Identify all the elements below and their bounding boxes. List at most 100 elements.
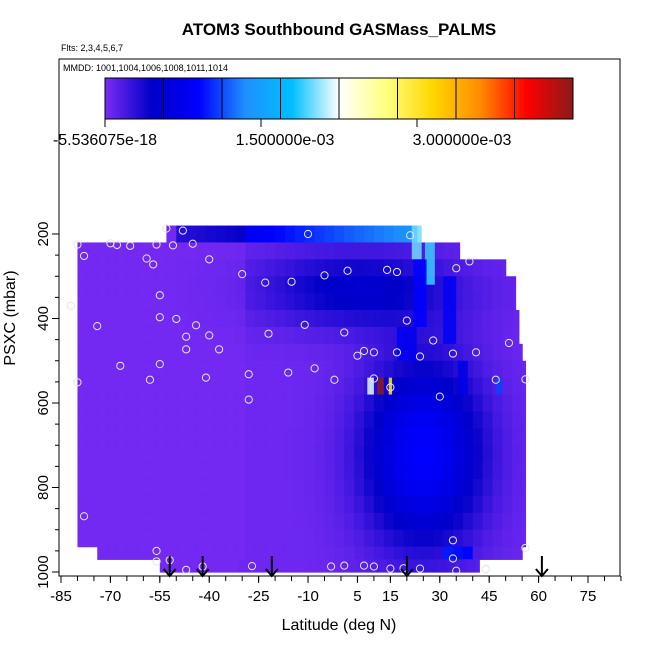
heatmap-cell <box>136 495 148 514</box>
heatmap-cell <box>492 428 503 446</box>
heatmap-cell <box>77 428 88 446</box>
heatmap-cell <box>107 546 118 560</box>
heatmap-cell <box>245 462 256 480</box>
heatmap-cell <box>146 479 158 497</box>
heatmap-cell <box>107 360 118 379</box>
heatmap-cell <box>235 310 247 328</box>
heatmap-cell <box>245 360 256 379</box>
sample-point <box>369 374 379 383</box>
heatmap-cell <box>284 394 296 413</box>
heatmap-cell <box>522 428 527 446</box>
heatmap-cell <box>176 495 187 514</box>
heatmap-cell <box>492 343 503 362</box>
heatmap-cell <box>314 529 326 548</box>
heatmap-cell <box>344 479 355 497</box>
heatmap-cell <box>235 259 247 277</box>
heatmap-cell <box>482 377 494 396</box>
heatmap-cell <box>403 445 415 463</box>
heatmap-cell <box>452 411 464 429</box>
heatmap-cell <box>433 276 444 294</box>
heatmap-cell <box>373 394 385 413</box>
heatmap-cell <box>472 310 484 328</box>
heatmap-cell <box>443 479 454 497</box>
heatmap-cell <box>492 360 503 379</box>
heatmap-cell <box>324 462 335 480</box>
heatmap-cell <box>433 293 444 311</box>
heatmap-cell <box>364 293 375 311</box>
heatmap-cell <box>433 360 444 379</box>
heatmap-cell <box>373 479 385 497</box>
heatmap-cell <box>156 259 167 277</box>
heatmap-cell <box>334 394 345 413</box>
heatmap-cell <box>502 512 513 531</box>
heatmap-cell <box>344 276 355 294</box>
heatmap-cell <box>452 242 461 260</box>
heatmap-cell <box>304 529 316 548</box>
heatmap-cell <box>403 360 415 379</box>
heatmap-cell <box>403 479 415 497</box>
heatmap-cell <box>364 411 375 429</box>
heatmap-cell <box>265 242 276 260</box>
heatmap-cell <box>354 546 365 560</box>
heatmap-cell <box>268 559 279 573</box>
heatmap-cell <box>87 310 98 328</box>
heatmap-cell <box>136 394 148 413</box>
heatmap-cell <box>255 428 266 446</box>
heatmap-cell <box>364 495 375 514</box>
heatmap-cell <box>344 428 355 446</box>
heatmap-cell <box>522 495 527 514</box>
heatmap-cell <box>364 225 375 244</box>
heatmap-cell <box>393 495 405 514</box>
heatmap-cell <box>126 479 138 497</box>
heatmap-cell <box>443 428 454 446</box>
heatmap-cell <box>284 326 296 345</box>
heatmap-cell <box>522 377 527 396</box>
heatmap-cell <box>403 428 415 446</box>
heatmap-cell <box>166 242 177 260</box>
heatmap-cell <box>275 293 286 311</box>
heatmap-cell <box>472 512 484 531</box>
heatmap-cell <box>235 276 247 294</box>
heatmap-cell <box>512 276 517 294</box>
heatmap-cell <box>186 411 197 429</box>
heatmap-cell <box>284 479 296 497</box>
heatmap-cell <box>482 529 494 548</box>
heatmap-cell <box>383 462 395 480</box>
heatmap-cell <box>492 411 503 429</box>
heatmap-cell <box>413 445 424 463</box>
heatmap-cell <box>225 293 237 311</box>
heatmap-cell <box>443 394 454 413</box>
heatmap-cell <box>235 428 247 446</box>
heatmap-cell <box>294 225 306 244</box>
heatmap-cell <box>116 445 128 463</box>
heatmap-cell <box>324 411 335 429</box>
heatmap-cell <box>492 445 503 463</box>
heatmap-cell <box>452 495 464 514</box>
heatmap-cell <box>314 479 326 497</box>
sample-point <box>448 554 458 563</box>
heatmap-cell <box>166 462 177 480</box>
heatmap-cell <box>107 326 118 345</box>
heatmap-cell <box>97 259 108 277</box>
heatmap-cell <box>245 512 256 531</box>
colorbar-labels: -5.536075e-18 1.500000e-03 3.000000e-03 <box>53 132 512 149</box>
heatmap-cell <box>97 445 108 463</box>
heatmap-cell <box>77 479 88 497</box>
heatmap-cell <box>265 529 276 548</box>
heatmap-cell <box>364 259 375 277</box>
heatmap-cell <box>413 529 424 548</box>
heatmap-cell <box>512 377 523 396</box>
heatmap-cell <box>136 360 148 379</box>
heatmap-highlight <box>413 259 427 327</box>
heatmap-cell <box>166 428 177 446</box>
heatmap-cell <box>107 495 118 514</box>
sample-point <box>201 373 211 382</box>
heatmap-cell <box>413 428 424 446</box>
heatmap-cell <box>107 428 118 446</box>
heatmap-cell <box>225 445 237 463</box>
heatmap-cell <box>116 546 128 560</box>
sample-point <box>471 348 481 357</box>
heatmap-cell <box>284 411 296 429</box>
heatmap-cell <box>169 559 181 573</box>
heatmap-cell <box>294 512 306 531</box>
